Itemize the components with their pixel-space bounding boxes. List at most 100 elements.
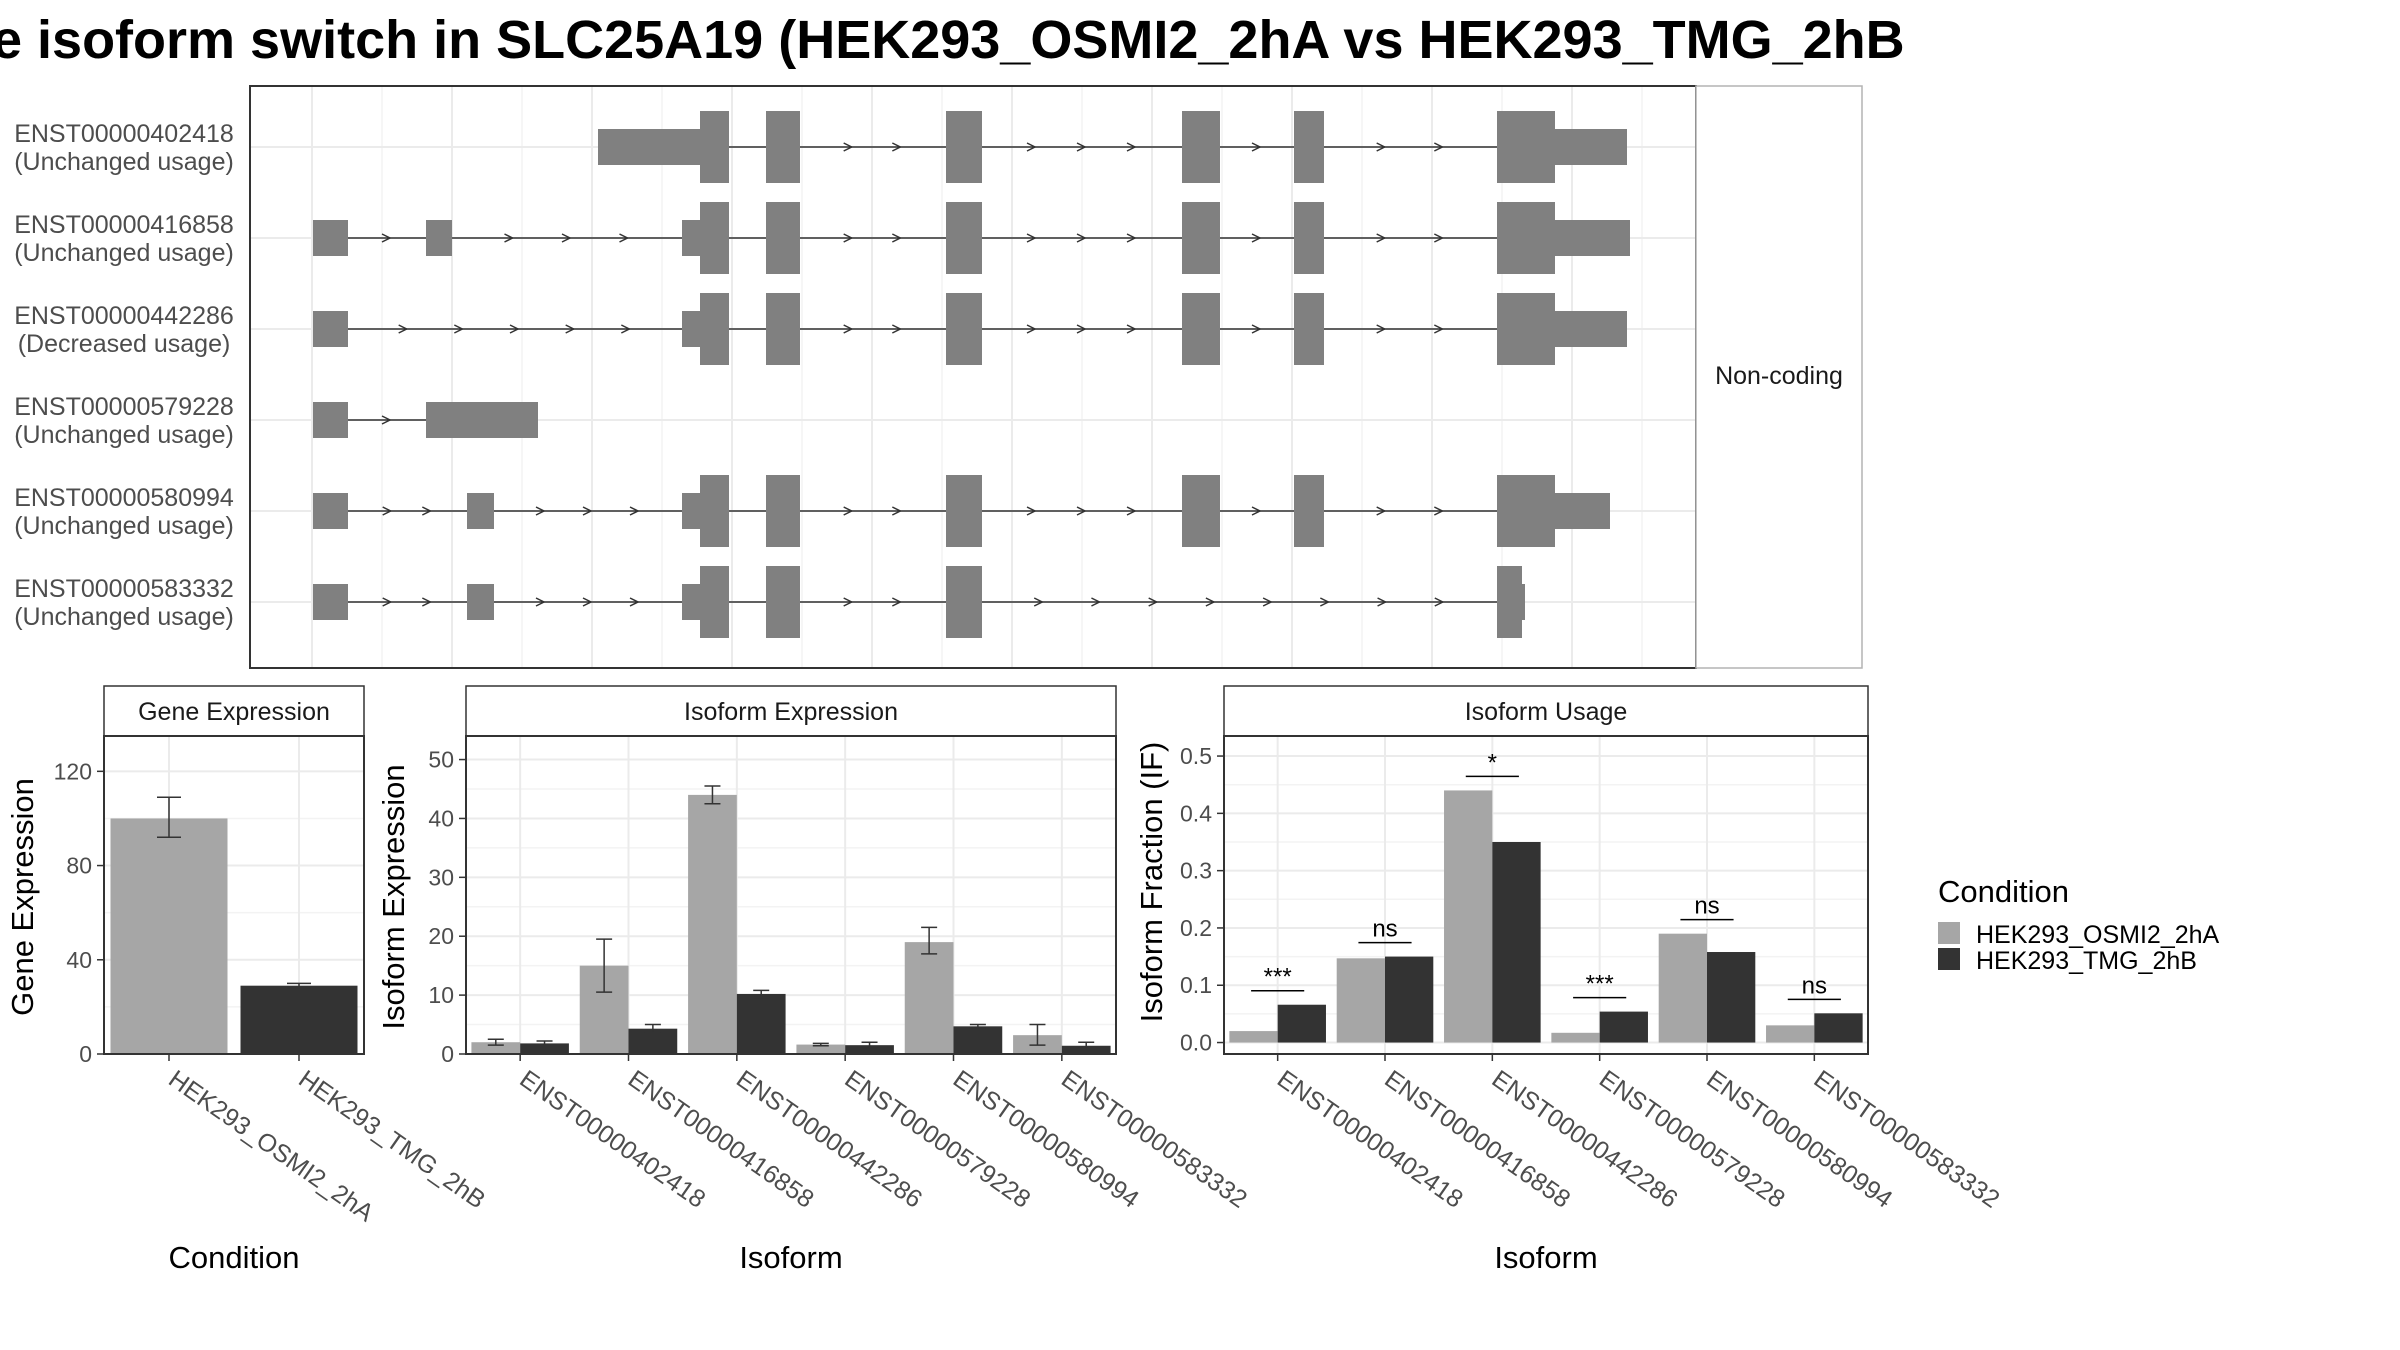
intron-arrow: [1376, 324, 1387, 334]
transcript-id-label: ENST00000416858: [14, 211, 234, 239]
intron-arrow: [535, 506, 546, 516]
exon-block: [1497, 111, 1555, 183]
intron-arrow: [891, 597, 903, 607]
intron-arrow: [1433, 506, 1445, 516]
x-tick-label: ENST00000579228: [840, 1065, 1036, 1214]
intron-arrow: [382, 597, 393, 607]
plot-background: [466, 736, 1116, 1054]
exon-block: [313, 311, 348, 347]
exon-block: [1555, 493, 1610, 529]
significance-label: ***: [1264, 964, 1292, 991]
transcript-track: [313, 566, 1525, 638]
bar: [796, 1044, 846, 1054]
intron-arrow: [843, 142, 854, 152]
exon-block: [467, 493, 494, 529]
exon-block: [1497, 202, 1555, 274]
exon-block: [1294, 475, 1324, 547]
intron-arrow: [453, 324, 465, 334]
exon-block: [700, 475, 729, 547]
significance-label: ***: [1586, 971, 1614, 998]
y-tick-label: 20: [428, 923, 454, 949]
transcript-id-label: ENST00000580994: [14, 484, 234, 512]
transcript-track: [313, 402, 538, 438]
intron-arrow: [582, 597, 593, 607]
isoform-usage-plot: ***ns****nsns0.00.10.20.30.40.5ENST00000…: [1180, 735, 2005, 1214]
exon-block: [1294, 293, 1324, 365]
exon-block: [766, 475, 800, 547]
transcript-usage-label: (Unchanged usage): [14, 239, 234, 267]
exon-block: [946, 475, 982, 547]
intron-arrow: [582, 506, 593, 516]
exon-block: [682, 584, 700, 620]
exon-block: [766, 111, 800, 183]
bar: [845, 1045, 894, 1054]
y-tick-label: 120: [54, 758, 92, 784]
intron-arrow: [1033, 597, 1044, 607]
gene-expression-y-axis-label: Gene Expression: [5, 778, 40, 1016]
intron-arrow: [1026, 233, 1037, 243]
intron-arrow: [1026, 324, 1037, 334]
intron-arrow: [1251, 142, 1262, 152]
intron-arrow: [1126, 506, 1137, 516]
intron-arrow: [1126, 142, 1137, 152]
intron-arrow: [891, 506, 903, 516]
exon-block: [1497, 293, 1555, 365]
intron-arrow: [509, 324, 520, 334]
intron-arrow: [381, 233, 392, 243]
intron-arrow: [1091, 597, 1102, 607]
intron-arrow: [1377, 597, 1388, 607]
intron-arrow: [843, 233, 854, 243]
legend-title: Condition: [1938, 874, 2069, 909]
x-tick-label: ENST00000416858: [623, 1065, 819, 1214]
y-tick-label: 0.2: [1180, 915, 1212, 941]
plot-background: [1224, 736, 1868, 1054]
intron-arrow: [1148, 597, 1159, 607]
bar: [1492, 842, 1541, 1043]
exon-block: [313, 402, 348, 438]
x-tick-label: ENST00000583332: [1809, 1065, 2005, 1214]
transcript-id-label: ENST00000442286: [14, 302, 234, 330]
y-tick-label: 0.1: [1180, 972, 1212, 998]
intron-arrow: [891, 233, 903, 243]
intron-arrow: [381, 415, 392, 425]
y-tick-label: 50: [428, 747, 454, 773]
intron-arrow: [619, 233, 630, 243]
error-bar: [1078, 1041, 1095, 1051]
y-tick-label: 0: [441, 1041, 454, 1067]
intron-arrow: [398, 324, 409, 334]
bar: [1551, 1032, 1600, 1043]
transcript-labels: ENST00000402418(Unchanged usage)ENST0000…: [14, 120, 234, 631]
isoform-expression-strip: [465, 685, 1117, 737]
transcript-usage-label: (Unchanged usage): [14, 512, 234, 540]
transcript-usage-label: (Decreased usage): [18, 330, 231, 358]
isoform-expression-strip-title: Isoform Expression: [684, 698, 898, 726]
intron-arrow: [1026, 142, 1037, 152]
structure-facet-strip: [1695, 85, 1863, 669]
bar: [1766, 1025, 1815, 1043]
significance-label: ns: [1372, 916, 1397, 943]
error-bar: [812, 1042, 829, 1047]
intron-arrow: [1251, 233, 1262, 243]
intron-arrow: [1026, 506, 1037, 516]
transcript-id-label: ENST00000583332: [14, 575, 234, 603]
exon-block: [700, 202, 729, 274]
transcript-usage-label: (Unchanged usage): [14, 148, 234, 176]
intron-arrow: [843, 324, 854, 334]
exon-block: [766, 566, 800, 638]
transcript-id-label: ENST00000402418: [14, 120, 234, 148]
transcript-id-label: ENST00000579228: [14, 393, 234, 421]
intron-arrow: [1076, 233, 1087, 243]
significance-label: ns: [1802, 972, 1827, 999]
exon-block: [1522, 584, 1525, 620]
y-tick-label: 0: [79, 1041, 92, 1067]
exon-block: [946, 111, 982, 183]
intron-arrow: [561, 233, 572, 243]
exon-block: [1182, 293, 1220, 365]
structure-tracks: [313, 111, 1630, 638]
x-tick-label: ENST00000416858: [1379, 1065, 1575, 1214]
intron-arrow: [843, 506, 854, 516]
x-tick-label: ENST00000583332: [1056, 1065, 1252, 1214]
error-bar: [969, 1023, 986, 1029]
